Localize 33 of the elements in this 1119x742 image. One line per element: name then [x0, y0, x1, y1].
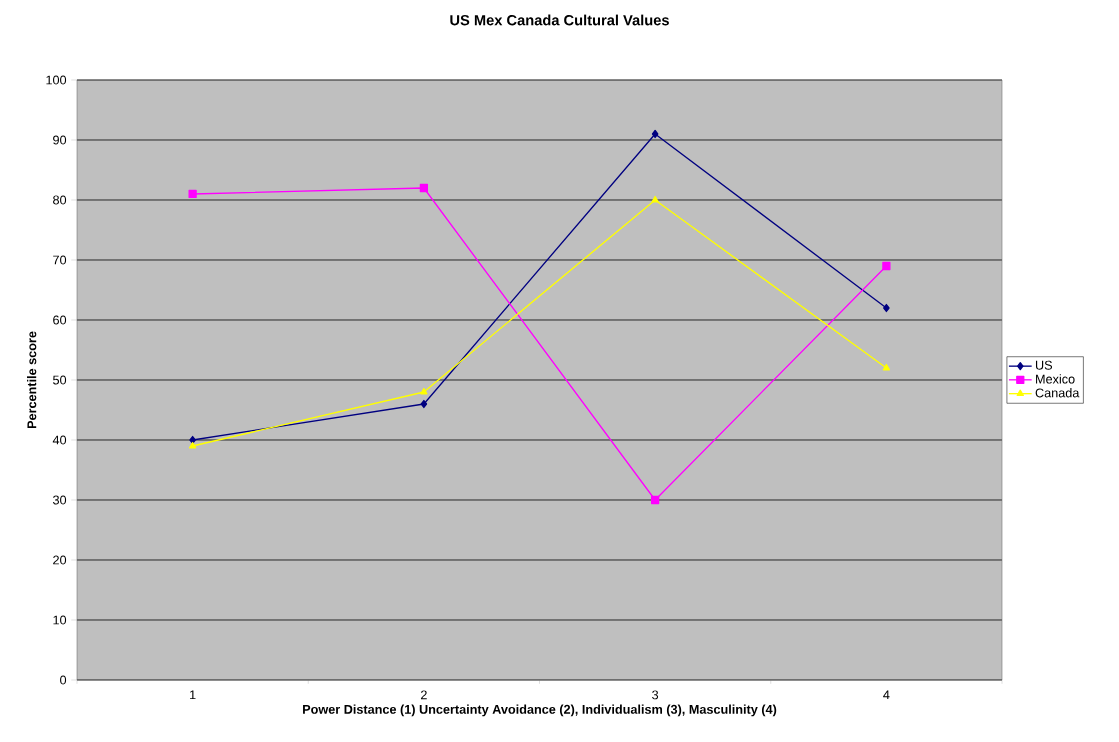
point	[882, 261, 891, 271]
x-tick-label: 2	[420, 690, 427, 700]
point	[882, 363, 891, 371]
y-tick-label: 50	[53, 375, 67, 385]
point	[420, 399, 428, 409]
x-tick-label: 1	[190, 690, 196, 700]
legend-label: US	[1035, 360, 1053, 370]
x-tick-label: 4	[883, 690, 890, 700]
y-tick-label: 0	[60, 675, 67, 685]
point	[651, 195, 659, 203]
y-axis-title: Percentile score	[27, 331, 37, 429]
y-tick-label: 80	[53, 195, 67, 205]
point	[419, 183, 429, 193]
y-tick-label: 100	[46, 75, 67, 85]
point	[188, 189, 197, 199]
point	[883, 303, 890, 313]
x-axis-title: Power Distance (1) Uncertainty Avoidance (2), Individualism (3), Masculinity (4)	[303, 704, 777, 717]
point	[651, 129, 659, 139]
y-tick-label: 60	[53, 315, 67, 325]
point	[651, 495, 660, 505]
legend-label: Canada	[1035, 388, 1080, 398]
y-tick-label: 30	[52, 495, 67, 505]
point	[188, 441, 197, 449]
x-tick-label: 3	[652, 690, 659, 700]
point	[189, 435, 196, 445]
legend-label: Mexico	[1036, 374, 1075, 384]
y-tick-label: 70	[53, 255, 67, 265]
point	[420, 387, 428, 395]
y-tick-label: 20	[53, 555, 67, 565]
y-tick-label: 10	[53, 615, 67, 625]
chart-title: US Mex Canada Cultural Values	[450, 14, 669, 26]
y-tick-label: 40	[52, 435, 67, 445]
y-tick-label: 90	[53, 135, 67, 145]
